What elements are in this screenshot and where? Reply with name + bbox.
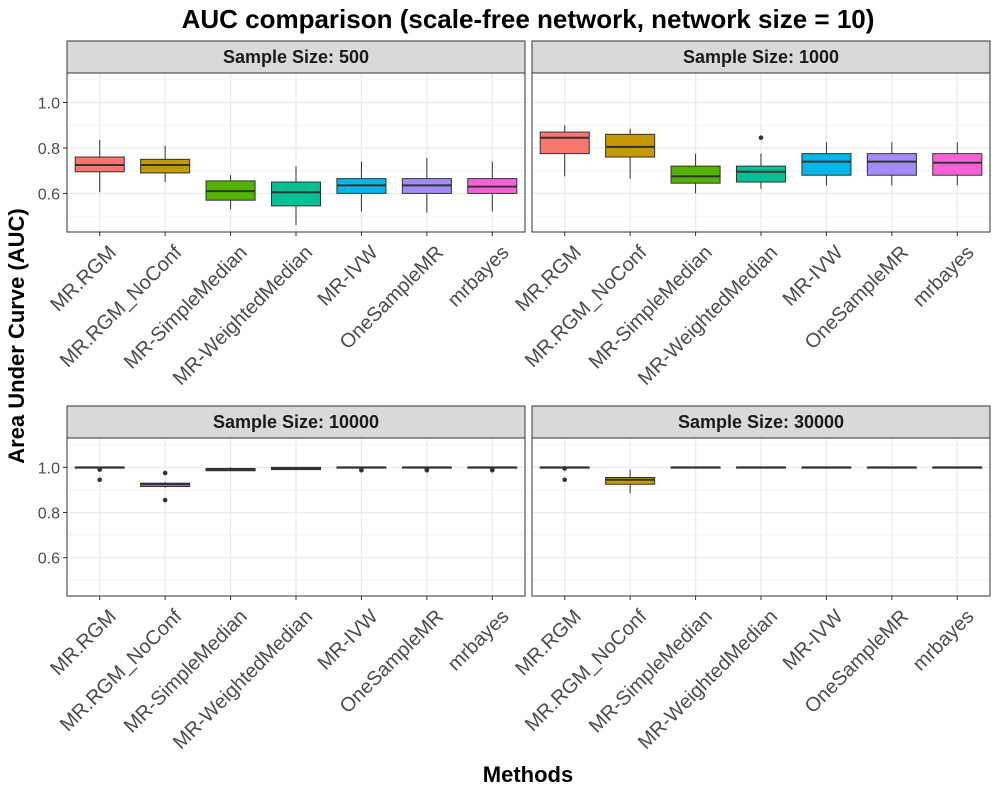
x-tick-label: MR-IVW — [779, 242, 848, 311]
chart-title: AUC comparison (scale-free network, netw… — [182, 4, 875, 34]
facet-panel-3: Sample Size: 100000.60.81.0MR.RGMMR.RGM_… — [38, 405, 526, 754]
x-axis-title: Methods — [483, 762, 573, 787]
box-mrbayes — [467, 466, 518, 473]
box-mr-simplemedian — [205, 467, 256, 472]
outlier-point — [489, 467, 495, 473]
box-mrbayes — [467, 161, 518, 212]
x-tick-label: MR-SimpleMedian — [585, 242, 717, 374]
x-tick-label: mrbayes — [444, 242, 514, 312]
box-mr-ivw — [336, 466, 387, 473]
y-tick-label: 0.8 — [38, 141, 60, 158]
y-tick-label: 0.6 — [38, 551, 60, 568]
x-tick-label: MR-SimpleMedian — [585, 606, 717, 738]
box-mr-rgm — [539, 466, 590, 483]
strip-label: Sample Size: 30000 — [678, 412, 844, 432]
outlier-point — [162, 497, 168, 503]
box-body — [140, 158, 191, 174]
box-mr-ivw — [801, 466, 852, 469]
box-mr-ivw — [801, 142, 852, 186]
box-mr-rgm — [74, 140, 125, 193]
box-onesamplemr — [866, 142, 917, 186]
x-tick-label: MR.RGM_NoConf — [521, 241, 652, 372]
box-onesamplemr — [401, 158, 452, 213]
box-mr-rgm-noconf — [605, 469, 656, 494]
x-tick-label: mrbayes — [909, 242, 979, 312]
x-tick-label: MR-IVW — [314, 606, 383, 675]
box-body — [670, 165, 721, 184]
box-mr-ivw — [336, 161, 387, 212]
facet-panel-4: Sample Size: 30000MR.RGMMR.RGM_NoConfMR-… — [511, 405, 991, 754]
outlier-point — [97, 477, 103, 483]
x-tick-label: MR.RGM_NoConf — [56, 605, 187, 736]
y-tick-label: 0.6 — [38, 186, 60, 203]
x-tick-label: MR-IVW — [314, 242, 383, 311]
box-body — [605, 133, 656, 158]
y-tick-label: 0.8 — [38, 505, 60, 522]
box-mr-simplemedian — [205, 175, 256, 210]
x-tick-label: MR-IVW — [779, 606, 848, 675]
box-mr-simplemedian — [670, 466, 721, 469]
outlier-point — [758, 135, 764, 141]
box-mr-weightedmedian — [735, 135, 787, 189]
outlier-point — [162, 470, 168, 476]
box-mr-weightedmedian — [270, 466, 322, 471]
box-mrbayes — [932, 466, 983, 469]
box-body — [801, 153, 852, 176]
box-mr-rgm — [539, 125, 590, 177]
outlier-point — [562, 477, 568, 483]
box-body — [605, 477, 656, 485]
strip-label: Sample Size: 10000 — [213, 412, 379, 432]
box-mr-rgm-noconf — [140, 470, 191, 503]
x-tick-label: MR.RGM_NoConf — [521, 605, 652, 736]
box-mrbayes — [932, 142, 983, 186]
strip-background — [531, 40, 991, 74]
outlier-point — [424, 467, 430, 473]
x-tick-label: MR-SimpleMedian — [120, 606, 252, 738]
strip-background — [66, 40, 526, 74]
y-tick-label: 1.0 — [38, 96, 60, 113]
box-body — [735, 165, 787, 183]
strip-background — [66, 405, 526, 439]
outlier-point — [562, 466, 568, 471]
x-tick-label: MR.RGM_NoConf — [56, 241, 187, 372]
y-tick-label: 1.0 — [38, 460, 60, 477]
box-onesamplemr — [866, 466, 917, 469]
outlier-point — [97, 467, 103, 472]
facet-panels: Sample Size: 5000.60.81.0MR.RGMMR.RGM_No… — [38, 40, 991, 754]
facet-panel-1: Sample Size: 5000.60.81.0MR.RGMMR.RGM_No… — [38, 40, 526, 390]
outlier-point — [359, 467, 364, 473]
facet-panel-2: Sample Size: 1000MR.RGMMR.RGM_NoConfMR-S… — [511, 40, 991, 390]
box-body — [866, 153, 917, 176]
box-mr-rgm-noconf — [140, 145, 191, 183]
x-tick-label: mrbayes — [909, 606, 979, 676]
x-tick-label: mrbayes — [444, 606, 514, 676]
box-body — [539, 131, 590, 155]
strip-label: Sample Size: 1000 — [683, 47, 839, 67]
box-body — [270, 181, 322, 207]
y-axis-title: Area Under Curve (AUC) — [4, 208, 29, 464]
box-mr-weightedmedian — [270, 166, 322, 226]
strip-label: Sample Size: 500 — [223, 47, 369, 67]
x-tick-label: MR-SimpleMedian — [120, 242, 252, 374]
box-mr-rgm-noconf — [605, 128, 656, 179]
box-onesamplemr — [401, 466, 452, 473]
box-mr-simplemedian — [670, 153, 721, 194]
box-mr-rgm — [74, 466, 125, 483]
box-mr-weightedmedian — [735, 466, 787, 469]
box-body — [932, 153, 983, 176]
